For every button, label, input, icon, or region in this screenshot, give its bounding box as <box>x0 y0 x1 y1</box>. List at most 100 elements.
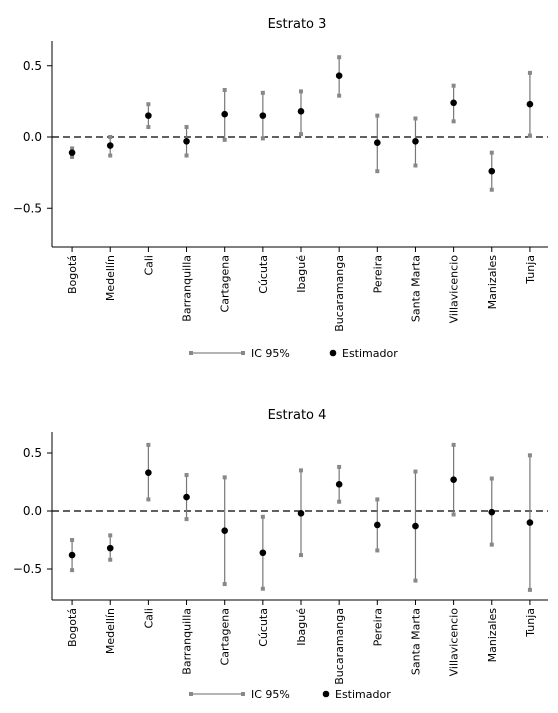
ci-lower-cap <box>337 93 342 98</box>
ci-upper-cap <box>70 146 75 151</box>
estimator-point <box>106 142 114 149</box>
estimator-point <box>412 522 419 530</box>
ci-lower-cap <box>222 137 227 142</box>
estimator-point <box>183 493 190 501</box>
x-tick-label: Cartagena <box>219 255 232 312</box>
ci-upper-cap <box>299 89 303 94</box>
ci-upper-cap <box>184 125 189 130</box>
x-tick-label: Pereira <box>371 255 384 293</box>
ci-upper-cap <box>489 476 494 481</box>
estimator-point <box>145 112 152 119</box>
chart-panel-estrato-4: Estrato 4 0.5 0.0 −0.5 Bogotá Medellín Cali Ba… <box>13 408 548 701</box>
ci-upper-cap <box>337 55 342 60</box>
ci-lower-cap <box>108 153 113 158</box>
x-tick-label: Bucaramanga <box>333 255 346 332</box>
ci-upper-cap <box>146 102 151 107</box>
estimator-point <box>145 469 152 477</box>
ci-lower-cap <box>222 582 227 587</box>
ci-lower-cap <box>527 133 532 138</box>
x-tick-label: Ibagué <box>295 608 308 646</box>
ci-upper-cap <box>184 473 189 478</box>
ci-upper-cap <box>451 83 456 88</box>
x-tick-label: Cúcuta <box>257 255 270 294</box>
estimator-point <box>450 476 457 483</box>
ci-upper-cap <box>527 70 532 75</box>
ci-upper-cap <box>70 538 75 542</box>
ci-upper-cap <box>489 150 494 155</box>
x-tick-label: Tunja <box>524 255 537 285</box>
estimator-point <box>488 508 496 516</box>
ci-lower-cap <box>337 499 342 504</box>
x-tick-label: Cali <box>142 608 155 629</box>
ci-lower-cap <box>489 187 494 192</box>
estimator-point <box>488 167 496 175</box>
ci-lower-cap <box>527 587 532 592</box>
ci-lower-cap <box>70 568 75 573</box>
legend-ci-cap-right <box>241 351 245 355</box>
estimator-point <box>450 99 457 107</box>
legend-label-estimador: Estimador <box>342 347 398 360</box>
legend-label-estimador: Estimador <box>335 688 391 701</box>
x-tick-label: Pereira <box>371 608 384 646</box>
legend-label-ic: IC 95% <box>251 688 290 701</box>
x-tick-label: Manizales <box>486 255 499 310</box>
ci-lower-cap <box>260 136 265 141</box>
chart-title: Estrato 4 <box>268 408 327 423</box>
ci-lower-cap <box>413 163 418 168</box>
ci-lower-cap <box>451 119 456 124</box>
x-tick-label: Villavicencio <box>448 255 461 324</box>
ci-upper-cap <box>260 514 265 519</box>
y-tick-label: 0.0 <box>23 504 42 518</box>
ci-lower-cap <box>146 125 151 130</box>
estimator-point <box>335 481 343 488</box>
x-tick-label: Medellín <box>104 608 117 654</box>
ci-upper-cap <box>375 113 380 118</box>
y-tick-label: −0.5 <box>13 562 42 576</box>
x-tick-label: Manizales <box>486 608 499 663</box>
ci-lower-cap <box>299 132 303 137</box>
x-tick-label: Barranquilla <box>181 255 194 322</box>
ci-lower-cap <box>70 154 75 159</box>
estimator-point <box>259 549 267 557</box>
data-marks <box>68 55 534 192</box>
ci-lower-cap <box>299 553 303 558</box>
legend-estimator-marker <box>322 690 330 698</box>
ci-lower-cap <box>413 578 418 583</box>
ci-upper-cap <box>413 469 418 474</box>
legend-estimator-marker <box>329 349 337 357</box>
legend-ci-cap-right <box>241 692 245 696</box>
ci-lower-cap <box>451 512 456 517</box>
axes: 0.5 0.0 −0.5 Bogotá Medellín Cali Barranquilla… <box>13 432 548 685</box>
estimator-point <box>526 519 534 526</box>
ci-lower-cap <box>260 586 265 591</box>
x-tick-label: Tunja <box>524 608 537 638</box>
estimator-point <box>68 551 76 559</box>
estimator-point <box>106 544 114 552</box>
estimator-point <box>374 521 381 529</box>
estimator-point <box>412 137 419 145</box>
axes: 0.5 0.0 −0.5 Bogotá Medellín Cali Barranquilla… <box>13 41 548 332</box>
ci-lower-cap <box>489 542 494 547</box>
x-tick-label: Villavicencio <box>448 608 461 677</box>
x-tick-label: Cartagena <box>219 608 232 665</box>
x-tick-label: Cali <box>142 255 155 276</box>
x-tick-label: Santa Marta <box>409 608 422 675</box>
ci-upper-cap <box>222 475 227 480</box>
ci-upper-cap <box>375 497 380 502</box>
chart-panel-estrato-3: Estrato 3 0.5 0.0 −0.5 Bogotá Medellín Cali Ba… <box>13 17 548 360</box>
estimator-point <box>68 149 76 156</box>
estimator-point <box>259 112 267 119</box>
x-tick-label: Ibagué <box>295 255 308 293</box>
legend: IC 95% Estimador <box>189 347 398 360</box>
ci-upper-cap <box>299 468 303 473</box>
ci-lower-cap <box>146 497 151 502</box>
ci-upper-cap <box>413 116 418 121</box>
data-marks <box>68 442 534 592</box>
ci-upper-cap <box>146 442 151 447</box>
estimator-point <box>374 139 381 146</box>
x-tick-label: Santa Marta <box>409 255 422 322</box>
ci-upper-cap <box>451 442 456 447</box>
y-tick-label: 0.5 <box>23 59 42 73</box>
ci-upper-cap <box>337 464 342 469</box>
